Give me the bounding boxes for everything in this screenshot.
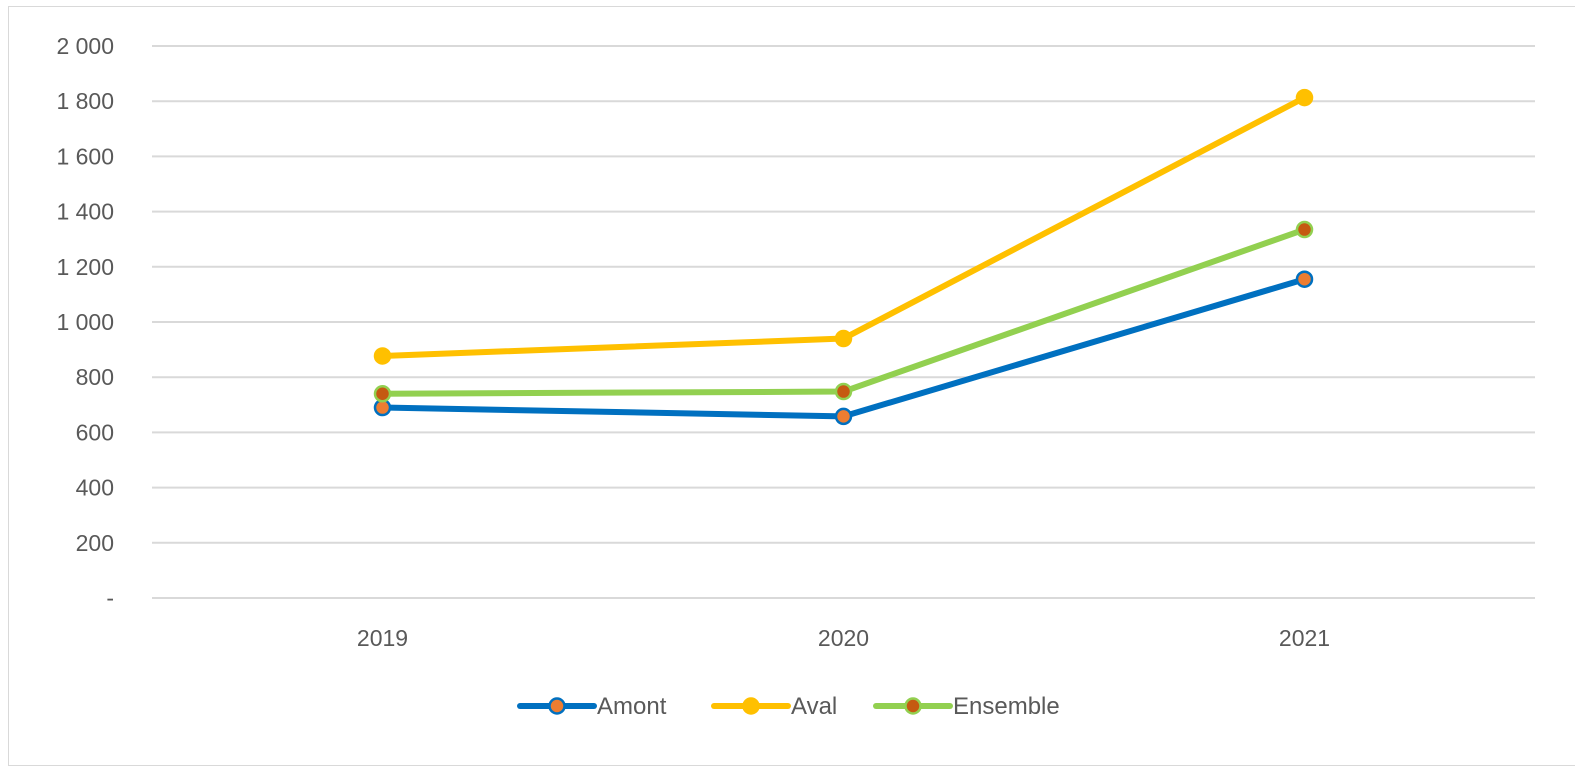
legend-label: Ensemble: [953, 693, 1060, 720]
x-tick-label: 2021: [1279, 625, 1330, 651]
y-tick-label: 1 600: [56, 143, 114, 169]
legend-marker: [904, 697, 922, 715]
data-point: [834, 382, 853, 401]
legend-item: Ensemble: [873, 693, 1060, 720]
data-point: [373, 385, 392, 403]
y-tick-label: 1 000: [56, 309, 114, 335]
y-tick-label: 1 800: [56, 88, 114, 114]
legend-item: Aval: [711, 693, 837, 720]
chart-frame: [8, 6, 1575, 766]
y-tick-label: -: [106, 585, 114, 611]
data-point: [1295, 270, 1314, 288]
data-point: [1295, 220, 1314, 239]
gridlines: [152, 45, 1535, 599]
series-lines: [373, 88, 1314, 426]
series-line: [379, 226, 1308, 397]
y-tick-label: 1 200: [56, 254, 114, 280]
legend-item: Amont: [517, 693, 667, 720]
legend-label: Amont: [597, 693, 667, 720]
y-tick-label: 400: [76, 475, 114, 501]
legend: Amont Aval Ensemble: [517, 693, 1060, 720]
x-axis-ticks: 2019 2020 2021: [357, 625, 1330, 651]
series-amont: [373, 270, 1314, 426]
series-line: [379, 94, 1308, 359]
series-aval: [373, 88, 1314, 365]
data-point: [1295, 88, 1314, 107]
data-point: [834, 329, 853, 348]
y-tick-label: 600: [76, 419, 114, 445]
legend-label: Aval: [791, 693, 837, 720]
y-tick-label: 1 400: [56, 199, 114, 225]
x-tick-label: 2020: [818, 625, 869, 651]
data-point: [834, 407, 853, 426]
x-tick-label: 2019: [357, 625, 408, 651]
legend-marker: [742, 697, 760, 715]
y-tick-label: 800: [76, 364, 114, 390]
y-tick-label: 200: [76, 530, 114, 556]
series-ensemble: [373, 220, 1314, 403]
y-axis-ticks: - 200 400 600 800 1 000 1 200 1 400 1 600 1 800 2 …: [56, 33, 114, 611]
data-point: [373, 347, 392, 365]
y-tick-label: 2 000: [56, 33, 114, 59]
legend-marker: [548, 697, 566, 715]
